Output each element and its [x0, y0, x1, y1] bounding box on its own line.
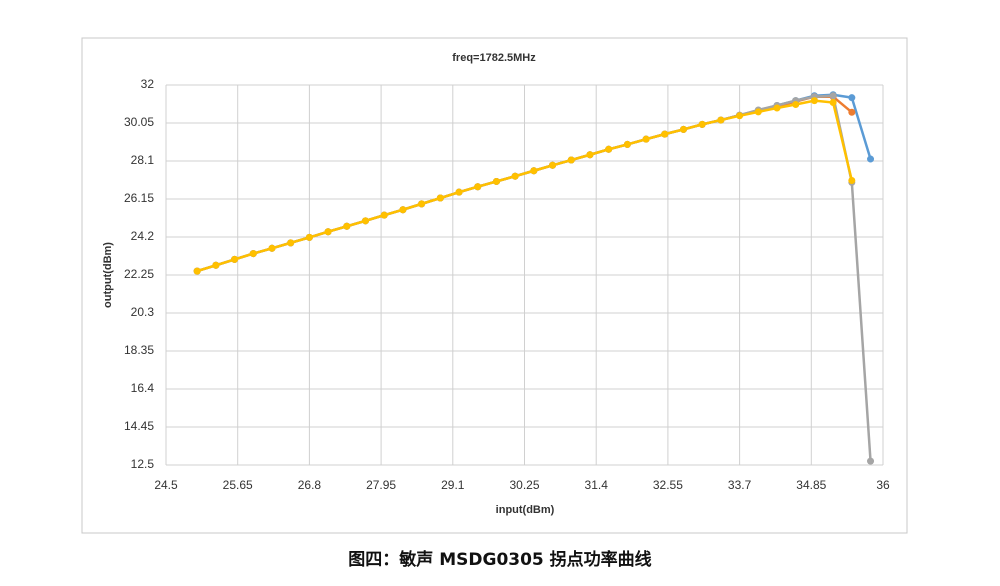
data-point	[249, 250, 257, 258]
data-point	[848, 108, 856, 116]
y-tick-label: 16.4	[131, 381, 155, 395]
data-point	[530, 167, 538, 175]
data-point	[679, 125, 687, 133]
data-point	[549, 161, 557, 169]
data-point	[810, 97, 818, 105]
data-point	[773, 104, 781, 112]
y-tick-label: 22.25	[124, 267, 154, 281]
chart-title: freq=1782.5MHz	[452, 52, 536, 64]
data-point	[474, 183, 482, 191]
x-tick-label: 25.65	[223, 478, 253, 492]
y-tick-label: 18.35	[124, 343, 154, 357]
data-point	[605, 145, 613, 153]
data-point	[661, 130, 669, 138]
data-point	[193, 267, 201, 275]
data-point	[305, 233, 313, 241]
y-tick-label: 14.45	[124, 419, 154, 433]
data-point	[623, 140, 631, 148]
data-point	[492, 177, 500, 185]
chart-frame	[81, 37, 908, 534]
x-tick-label: 32.55	[653, 478, 683, 492]
caption: 图四：敏声 MSDG0305 拐点功率曲线	[348, 549, 651, 570]
x-axis-label: input(dBm)	[496, 504, 555, 516]
data-point	[418, 200, 426, 208]
data-point	[698, 120, 706, 128]
y-tick-label: 20.3	[131, 305, 155, 319]
data-point	[867, 457, 875, 465]
data-point	[642, 135, 650, 143]
y-tick-label: 32	[141, 77, 155, 91]
data-point	[829, 99, 837, 107]
data-point	[792, 100, 800, 108]
y-axis-label: output(dBm)	[102, 242, 114, 308]
x-tick-label: 30.25	[509, 478, 539, 492]
x-tick-label: 26.8	[298, 478, 322, 492]
y-tick-label: 30.05	[124, 115, 154, 129]
data-point	[754, 108, 762, 116]
data-point	[567, 156, 575, 164]
data-point	[399, 206, 407, 214]
data-point	[231, 255, 239, 263]
data-point	[717, 116, 725, 124]
x-tick-label: 36	[876, 478, 890, 492]
data-point	[829, 92, 837, 100]
x-tick-label: 24.5	[154, 478, 178, 492]
x-tick-label: 31.4	[585, 478, 609, 492]
data-point	[436, 194, 444, 202]
x-tick-label: 27.95	[366, 478, 396, 492]
data-point	[736, 112, 744, 120]
data-point	[380, 211, 388, 219]
x-tick-label: 34.85	[796, 478, 826, 492]
data-point	[362, 217, 370, 225]
data-point	[848, 176, 856, 184]
data-point	[212, 261, 220, 269]
x-tick-label: 29.1	[441, 478, 465, 492]
data-point	[455, 188, 463, 196]
data-point	[848, 94, 856, 102]
data-point	[324, 228, 332, 236]
y-tick-label: 26.15	[124, 191, 154, 205]
data-point	[511, 172, 519, 180]
data-point	[268, 244, 276, 252]
y-tick-label: 12.5	[131, 457, 155, 471]
x-tick-label: 33.7	[728, 478, 752, 492]
data-point	[586, 151, 594, 159]
data-point	[287, 239, 295, 247]
data-point	[343, 222, 351, 230]
y-tick-label: 28.1	[131, 153, 155, 167]
data-point	[867, 155, 875, 163]
y-tick-label: 24.2	[131, 229, 155, 243]
